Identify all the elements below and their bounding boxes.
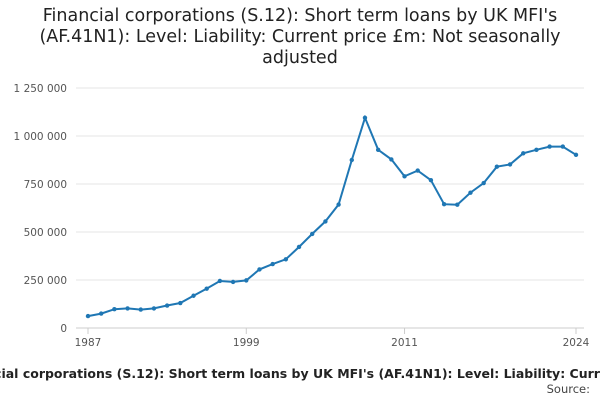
data-point (415, 168, 420, 173)
data-point (244, 278, 249, 283)
y-tick-label: 250 000 (24, 275, 67, 287)
data-point (375, 147, 381, 153)
data-point (178, 300, 183, 306)
data-point (257, 267, 262, 272)
data-point (85, 313, 91, 319)
data-point (112, 306, 117, 312)
x-axis-ticks: 1987 1999 2011 2024 (75, 328, 590, 349)
data-point (428, 177, 434, 183)
data-point (270, 261, 275, 267)
data-point (402, 174, 407, 179)
grid-lines (76, 87, 584, 281)
data-point (283, 257, 289, 262)
data-point (349, 157, 354, 163)
data-point (217, 278, 223, 284)
chart-title: Financial corporations (S.12): Short ter… (0, 6, 600, 69)
chart-title-line-2: (AF.41N1): Level: Liability: Current pri… (39, 27, 561, 47)
data-point (310, 231, 315, 237)
data-point (230, 279, 236, 285)
data-point (389, 157, 394, 162)
data-point (547, 144, 552, 149)
x-tick-label: 2024 (563, 337, 590, 349)
y-tick-label: 1 250 000 (14, 83, 67, 95)
data-point (507, 162, 513, 167)
data-point (125, 306, 130, 311)
source-label: Source: (546, 382, 590, 396)
data-point (323, 219, 328, 224)
x-tick-label: 1999 (233, 337, 260, 349)
y-tick-label: 750 000 (24, 179, 67, 191)
data-point (98, 311, 104, 316)
data-point (468, 190, 473, 195)
y-tick-label: 500 000 (24, 227, 67, 239)
x-tick-label: 1987 (75, 337, 102, 349)
data-point (494, 164, 500, 169)
data-point (521, 151, 526, 156)
y-tick-label: 0 (60, 323, 67, 335)
data-point (481, 180, 486, 186)
data-point (441, 201, 447, 207)
data-point (455, 202, 460, 207)
data-point (560, 144, 566, 149)
data-point (296, 244, 302, 250)
legend: Financial corporations (S.12): Short ter… (0, 366, 600, 382)
data-point (151, 306, 157, 311)
x-tick-label: 2011 (391, 337, 418, 349)
series-points (85, 115, 579, 319)
chart-title-line-3: adjusted (262, 48, 338, 68)
data-point (336, 202, 341, 207)
data-point (138, 307, 143, 312)
data-point (573, 152, 579, 158)
data-point (362, 115, 368, 120)
data-point (204, 286, 209, 291)
y-axis-ticks: 0 250 000 500 000 750 000 1 000 000 1 250 000 (14, 83, 67, 335)
chart-title-line-1: Financial corporations (S.12): Short ter… (42, 6, 558, 26)
series-line (87, 114, 577, 318)
data-point (164, 303, 170, 308)
data-point (191, 293, 196, 298)
y-tick-label: 1 000 000 (14, 131, 67, 143)
data-point (534, 147, 539, 153)
legend-label: Financial corporations (S.12): Short ter… (0, 366, 600, 381)
